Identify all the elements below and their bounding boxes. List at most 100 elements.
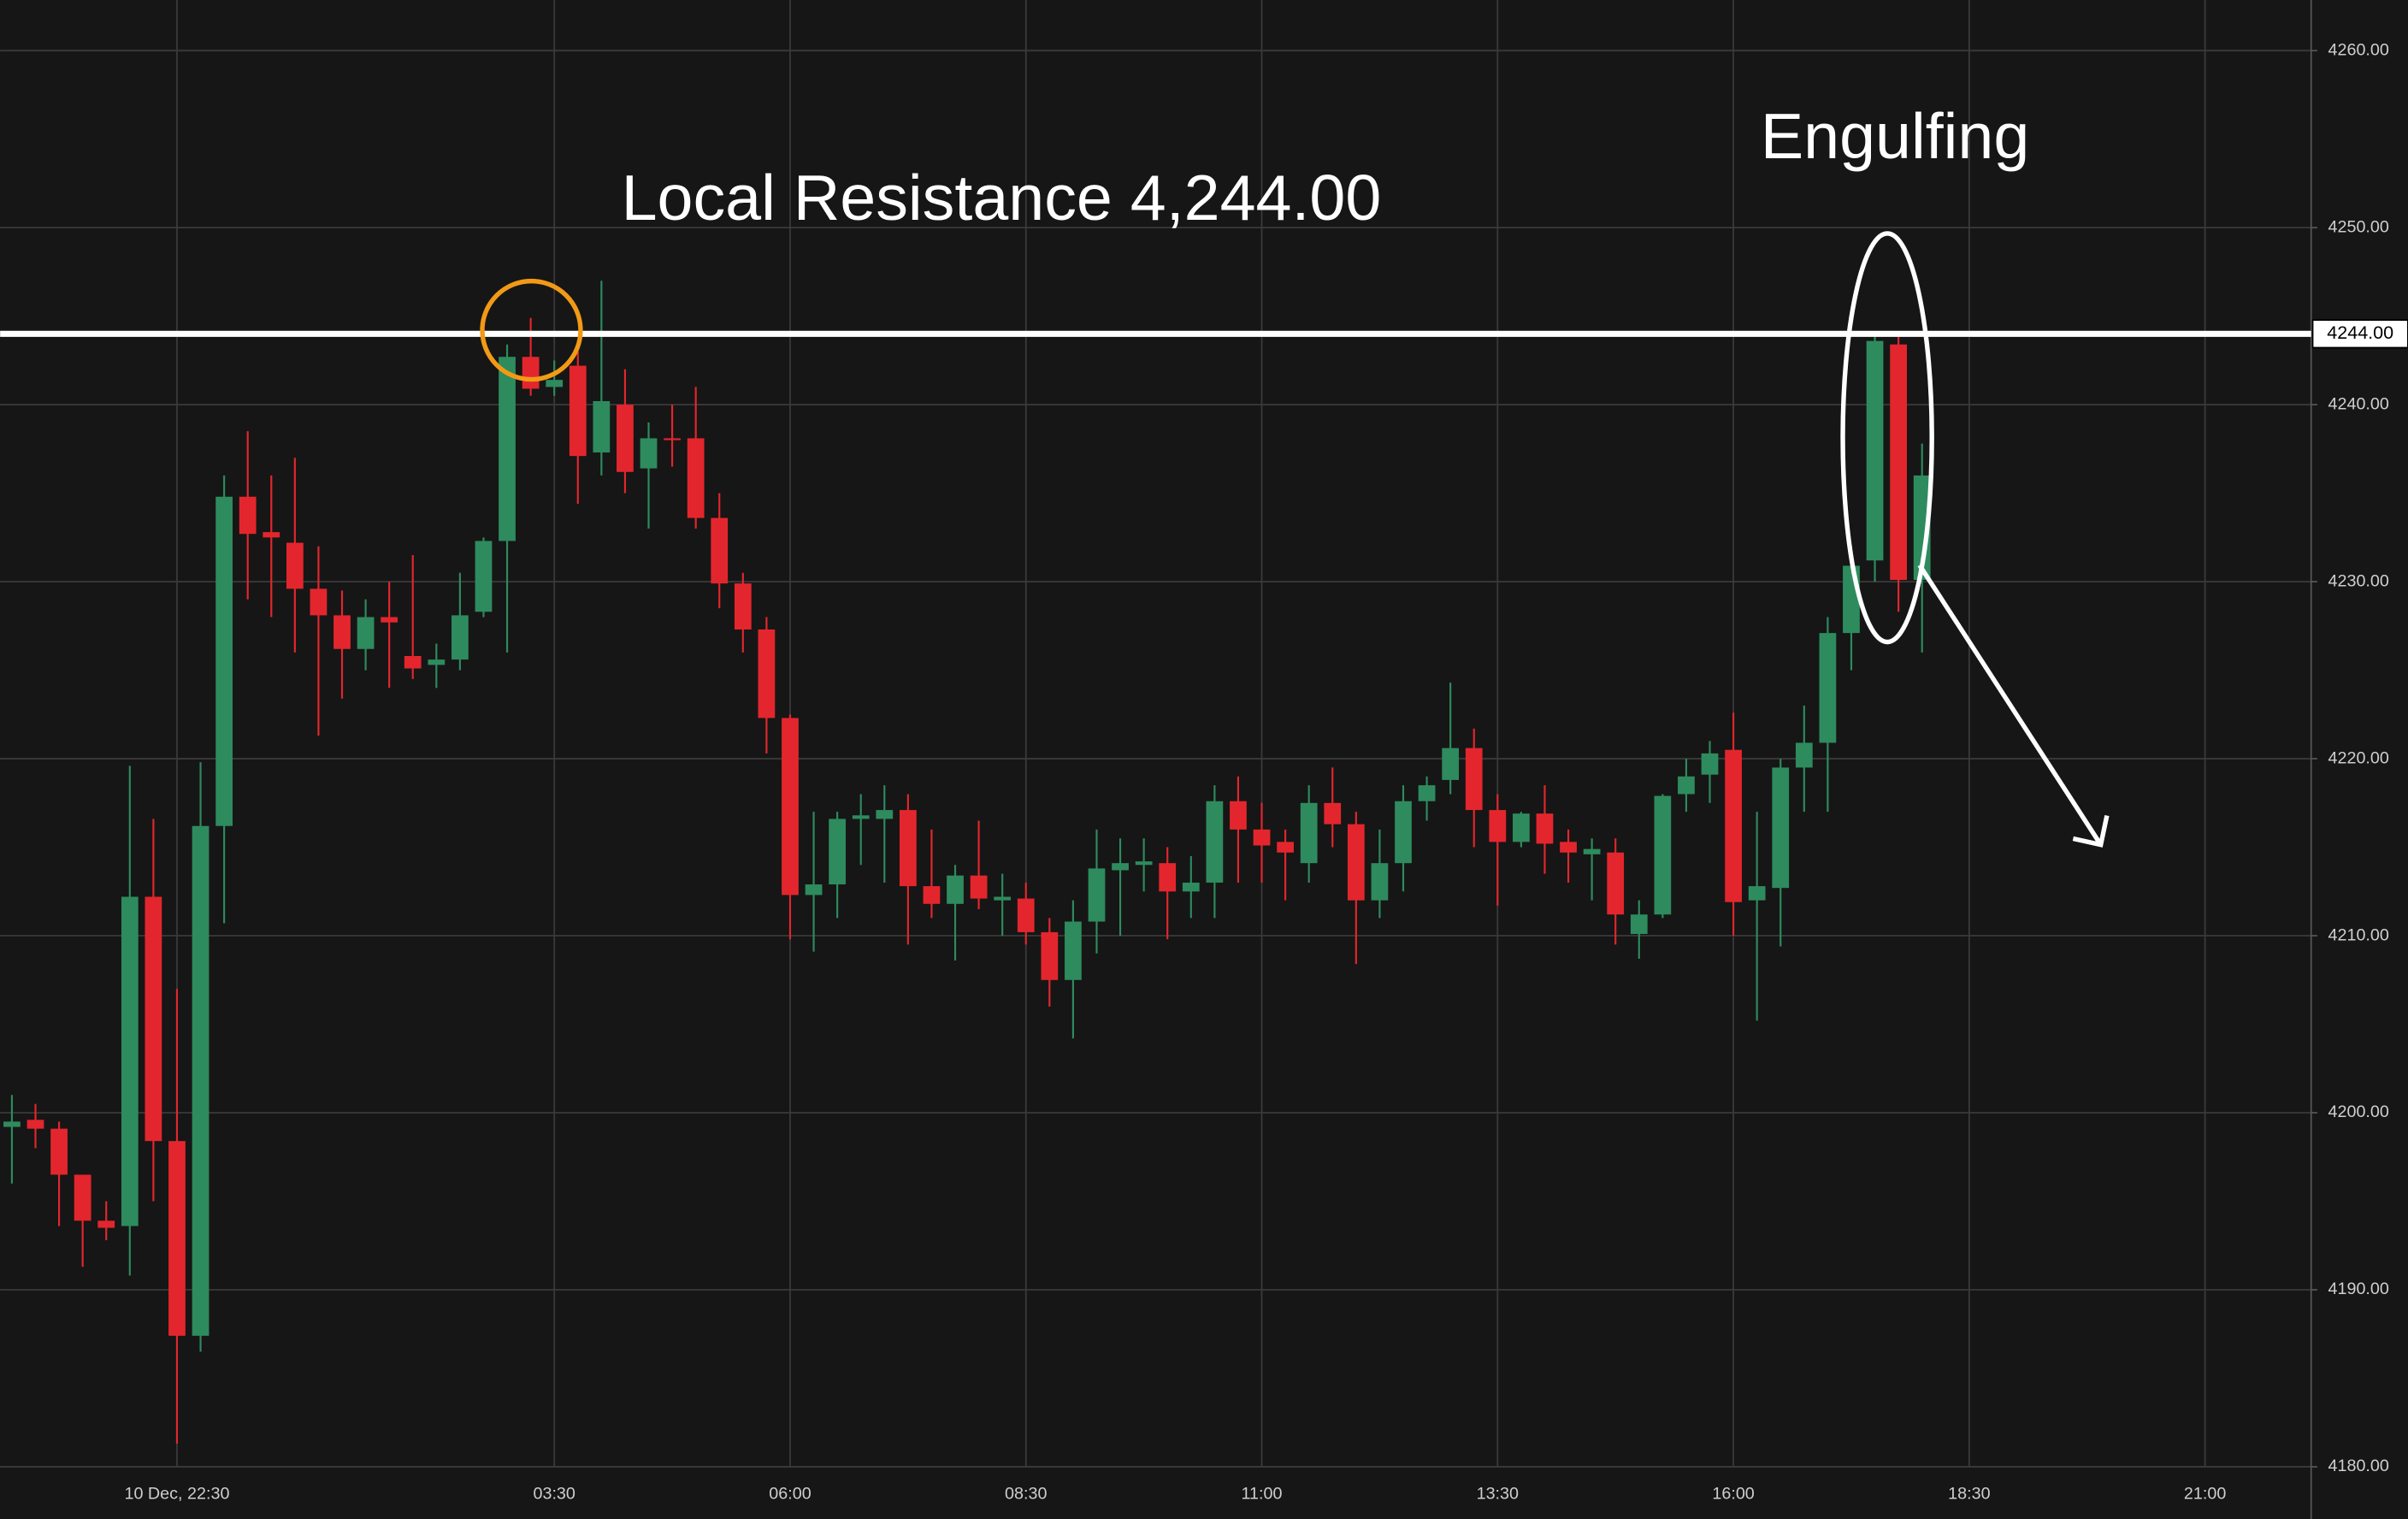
candle-body [522, 357, 540, 389]
candle-body [1560, 842, 1577, 853]
candle-body [1041, 931, 1059, 980]
candle-body [381, 617, 398, 623]
candle-body [168, 1141, 186, 1336]
x-tick-label: 11:00 [1242, 1484, 1283, 1503]
candle-body [1135, 861, 1153, 866]
candle-body [1536, 813, 1554, 844]
candles [3, 281, 1931, 1445]
candle-body [1795, 742, 1813, 768]
candle-body [829, 819, 847, 885]
candle-body [27, 1120, 44, 1129]
candle-body [452, 615, 469, 660]
candle-body [593, 400, 611, 453]
candle-body [1159, 863, 1177, 892]
candle-body [1017, 898, 1035, 932]
candle-body [1890, 344, 1908, 581]
candle-body [782, 718, 799, 895]
x-tick-label: 08:30 [1005, 1484, 1047, 1503]
candle-body [1182, 882, 1200, 892]
candle-body [994, 896, 1012, 901]
candle-body [1489, 810, 1507, 842]
candle-body [1630, 914, 1648, 934]
candle-body [404, 656, 422, 669]
price-label: 4244.00 [2327, 322, 2393, 343]
x-tick-label: 13:30 [1477, 1484, 1519, 1503]
candle-body [1513, 813, 1530, 842]
candle-body [1465, 748, 1483, 811]
candle-body [1206, 801, 1224, 883]
candle-body [215, 496, 233, 826]
candle-body [852, 815, 870, 819]
candle-body [640, 438, 658, 469]
candle-body [758, 629, 776, 718]
candle-body [899, 810, 917, 887]
candle-body [475, 541, 493, 612]
candle-body [1748, 886, 1766, 901]
y-tick-label: 4210.00 [2328, 925, 2388, 944]
candle-body [664, 438, 681, 440]
candle-body [1324, 802, 1342, 825]
candle-body [617, 405, 634, 472]
highlight-ellipse [1840, 231, 1934, 645]
candle-body [569, 365, 587, 457]
candle-body [1442, 748, 1460, 780]
price-label-box [2311, 319, 2408, 349]
candle-body [711, 517, 729, 584]
arrow [1917, 564, 2110, 848]
candle-body [1395, 801, 1412, 864]
candle-body [876, 810, 894, 819]
candle-body [734, 583, 752, 629]
candle-body [239, 496, 257, 535]
x-tick-label: 03:30 [533, 1484, 575, 1503]
candle-body [286, 542, 304, 589]
candle-body [947, 875, 964, 904]
y-tick-label: 4190.00 [2328, 1280, 2388, 1298]
candle-body [3, 1121, 21, 1127]
candle-body [50, 1128, 68, 1175]
candle-body [1583, 848, 1601, 854]
candle-body [310, 588, 328, 616]
candle-body [1253, 829, 1271, 846]
candle-body [1371, 863, 1389, 901]
y-tick-label: 4250.00 [2328, 217, 2388, 236]
x-tick-label: 18:30 [1948, 1484, 1990, 1503]
candle-body [357, 617, 375, 649]
annotation-text: Local Resistance 4,244.00 [622, 162, 1382, 233]
candle-body [1230, 801, 1247, 830]
candle-body [1065, 921, 1082, 980]
y-tick-label: 4220.00 [2328, 748, 2388, 767]
candle-body [121, 896, 139, 1226]
candle-body [1725, 749, 1742, 902]
candle-body [1112, 863, 1129, 871]
candle-body [923, 886, 941, 904]
y-tick-label: 4230.00 [2328, 571, 2388, 590]
candle-body [333, 615, 351, 649]
candle-body [428, 659, 446, 665]
x-tick-label: 21:00 [2184, 1484, 2226, 1503]
candle-body [1607, 852, 1625, 915]
candle-body [1654, 795, 1672, 915]
candle-body [805, 884, 823, 895]
candle-body [1701, 753, 1719, 775]
candle-body [192, 825, 210, 1336]
x-tick-label: 10 Dec, 22:30 [124, 1484, 229, 1503]
candle-body [97, 1221, 115, 1228]
candle-body [499, 357, 516, 541]
candle-body [1866, 340, 1884, 561]
candle-body [1277, 842, 1294, 853]
candle-body [1843, 565, 1860, 634]
y-tick-label: 4240.00 [2328, 394, 2388, 413]
candle-body [1088, 868, 1106, 922]
candle-body [1678, 776, 1695, 795]
candle-body [1300, 802, 1318, 864]
candle-body [1772, 767, 1790, 889]
y-tick-label: 4200.00 [2328, 1102, 2388, 1121]
x-tick-label: 16:00 [1712, 1484, 1754, 1503]
y-tick-label: 4260.00 [2328, 40, 2388, 59]
candle-body [263, 532, 280, 538]
candle-body [546, 380, 564, 387]
